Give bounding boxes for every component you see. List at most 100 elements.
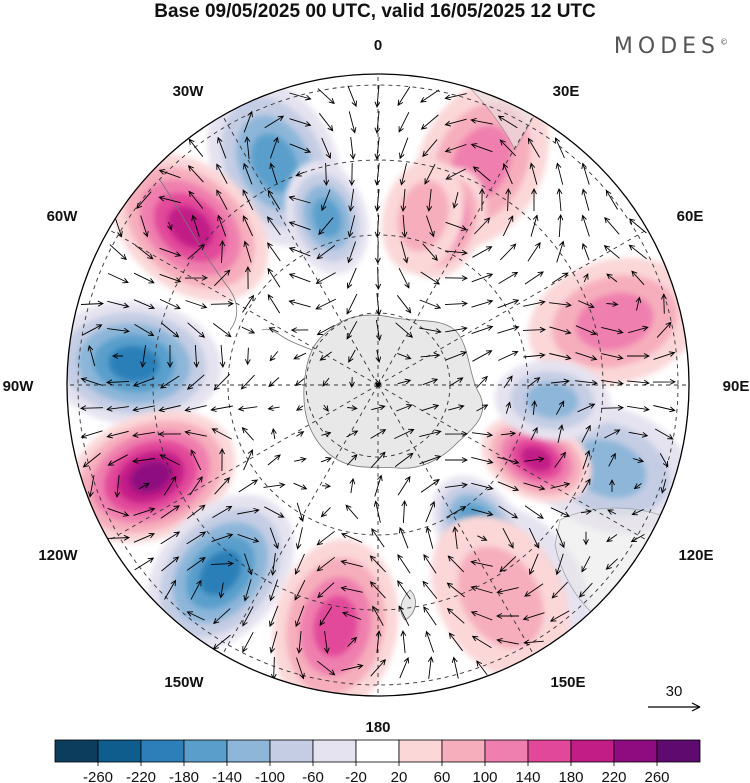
- wind-vector-arrow: [210, 560, 235, 567]
- wind-vector-arrow: [396, 404, 413, 412]
- colorbar-swatch: [183, 739, 228, 763]
- wind-vector-arrow: [505, 187, 512, 212]
- wind-vector-arrow: [374, 240, 381, 265]
- wind-vector-arrow: [425, 526, 434, 549]
- wind-vector-arrow: [133, 532, 156, 543]
- meridian-line: [108, 384, 379, 541]
- wind-vector-arrow: [549, 301, 572, 308]
- wind-vector-arrow: [635, 296, 642, 311]
- wind-vector-arrow: [420, 114, 439, 130]
- wind-vector-arrow: [240, 374, 255, 390]
- wind-vector-arrow: [348, 111, 357, 134]
- wind-vector-arrow: [159, 273, 182, 283]
- wind-vector-arrow: [157, 431, 182, 438]
- wind-vector-arrow: [578, 582, 593, 598]
- colorbar-tick-label: 100: [472, 769, 497, 783]
- anomaly-contour: [576, 293, 654, 351]
- wind-vector-arrow: [187, 322, 206, 338]
- wind-vector-arrow: [213, 608, 231, 625]
- wind-vector-arrow: [401, 214, 408, 239]
- wind-vector-arrow: [575, 379, 598, 386]
- wind-vector-arrow: [316, 245, 336, 260]
- wind-vector-arrow: [505, 401, 512, 414]
- wind-vector-arrow: [374, 111, 381, 134]
- wind-vector-arrow: [422, 139, 438, 158]
- wind-vector-arrow: [347, 215, 356, 238]
- wind-vector-arrow: [396, 295, 412, 314]
- wind-vector-arrow: [217, 136, 227, 159]
- wind-vector-arrow: [296, 431, 305, 437]
- wind-vector-arrow: [88, 475, 95, 498]
- colorbar-tick-label: 140: [515, 769, 540, 783]
- wind-vector-arrow: [631, 270, 645, 286]
- wind-vector-arrow: [523, 482, 546, 491]
- wind-vector-arrow: [211, 533, 234, 543]
- wind-vector-arrow: [523, 639, 544, 646]
- colorbar-tick-label: -140: [212, 769, 242, 783]
- copyright-mark: ©: [720, 37, 728, 47]
- wind-vector-arrow: [289, 118, 312, 127]
- wind-vector-arrow: [237, 405, 258, 412]
- wind-vector-arrow: [375, 349, 382, 363]
- wind-vector-arrow: [608, 452, 616, 467]
- wind-vector-arrow: [161, 322, 180, 338]
- wind-vector-arrow: [654, 428, 674, 440]
- wind-vector-arrow: [575, 325, 598, 336]
- wind-vector-arrow: [184, 274, 209, 281]
- wind-vector-arrow: [420, 89, 440, 103]
- lon-label-60e: 60E: [677, 208, 704, 225]
- wind-vector-arrow: [555, 400, 565, 415]
- wind-vector-arrow: [374, 474, 383, 497]
- wind-vector-arrow: [502, 215, 514, 237]
- wind-vector-arrow: [472, 166, 491, 182]
- wind-vector-arrow: [296, 502, 305, 523]
- wind-vector-arrow: [373, 500, 381, 523]
- wind-vector-arrow: [348, 189, 355, 212]
- anomaly-contour: [199, 550, 242, 596]
- wind-vector-arrow: [419, 429, 442, 438]
- wind-vector-arrow: [581, 424, 591, 443]
- wind-vector-arrow: [419, 299, 442, 309]
- wind-vector-arrow: [106, 405, 129, 412]
- wind-vector-arrow: [401, 499, 408, 524]
- wind-vector-arrow: [319, 606, 333, 627]
- wind-vector-arrow: [295, 171, 304, 177]
- wind-vector-arrow: [470, 117, 493, 125]
- wind-vector-arrow: [186, 374, 205, 390]
- wind-vector-arrow: [550, 507, 571, 517]
- wind-vector-arrow: [449, 377, 464, 387]
- lon-label-120e: 120E: [678, 547, 713, 564]
- wind-vector-arrow: [243, 553, 253, 576]
- wind-vector-arrow: [445, 221, 468, 231]
- wind-vector-arrow: [107, 272, 129, 284]
- wind-vector-arrow: [163, 475, 177, 496]
- wind-vector-arrow: [375, 293, 382, 316]
- wind-vector-arrow: [269, 579, 279, 602]
- wind-vector-arrow: [136, 191, 152, 210]
- wind-vector-arrow: [631, 508, 644, 516]
- wind-vector-arrow: [111, 353, 123, 359]
- wind-vector-arrow: [498, 505, 519, 519]
- wind-vector-arrow: [633, 483, 642, 490]
- wind-vector-arrow: [550, 378, 571, 385]
- wind-vector-arrow: [134, 557, 155, 571]
- wind-vector-arrow: [606, 273, 618, 283]
- wind-vector-arrow: [422, 580, 438, 599]
- wind-vector-arrow: [346, 293, 358, 315]
- wind-vector-arrow: [186, 531, 207, 545]
- wind-vector-arrow: [347, 636, 358, 647]
- wind-vector-arrow: [606, 534, 618, 543]
- modes-logo: MODES©: [614, 34, 728, 59]
- antarctic-peninsula: [261, 328, 313, 351]
- wind-vector-arrow: [219, 344, 226, 369]
- wind-vector-arrow: [375, 266, 382, 291]
- wind-vector-arrow: [499, 556, 517, 573]
- wind-vector-arrow: [497, 115, 518, 129]
- wind-vector-arrow: [522, 326, 547, 333]
- wind-vector-arrow: [268, 377, 280, 388]
- wind-vector-arrow: [269, 351, 279, 362]
- wind-vector-arrow: [371, 528, 385, 548]
- wind-vector-arrow: [323, 631, 330, 654]
- wind-vector-arrow: [498, 350, 519, 361]
- wind-vector-arrow: [529, 162, 538, 185]
